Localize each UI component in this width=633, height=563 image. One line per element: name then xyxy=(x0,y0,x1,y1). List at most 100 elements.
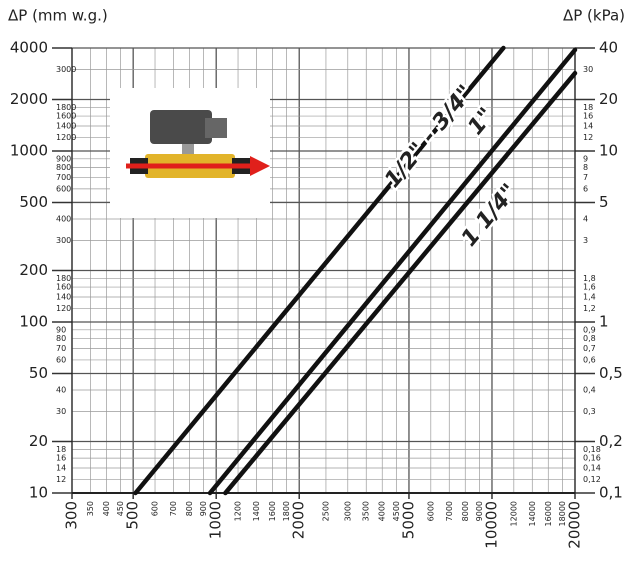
x-minor-tick-label: 1400 xyxy=(252,501,261,521)
y-minor-tick-label: 16 xyxy=(56,454,66,463)
x-minor-tick-label: 700 xyxy=(169,501,178,516)
x-minor-tick-label: 14000 xyxy=(528,501,537,526)
x-minor-tick-label: 3000 xyxy=(343,501,352,521)
x-minor-tick-label: 400 xyxy=(102,501,111,516)
y2-minor-tick-label: 6 xyxy=(583,184,588,193)
series-line xyxy=(133,45,506,496)
series-label: 1" xyxy=(463,103,499,140)
y2-minor-tick-label: 16 xyxy=(583,112,593,121)
y-minor-tick-label: 80 xyxy=(56,334,66,343)
y-tick-label: 10 xyxy=(29,484,48,502)
x-minor-tick-label: 4000 xyxy=(378,501,387,521)
y-minor-tick-label: 1600 xyxy=(56,112,76,121)
y2-minor-tick-label: 0,3 xyxy=(583,407,596,416)
y2-minor-tick-label: 3 xyxy=(583,236,588,245)
y2-axis-label: ΔP (kPa) xyxy=(563,7,625,25)
x-minor-tick-label: 350 xyxy=(86,501,95,516)
x-minor-tick-label: 6000 xyxy=(426,501,435,521)
y2-minor-tick-label: 12 xyxy=(583,133,593,142)
y-minor-tick-label: 90 xyxy=(56,325,66,334)
y2-tick-label: 20 xyxy=(599,90,618,108)
y-tick-label: 100 xyxy=(19,312,48,330)
y-minor-tick-label: 300 xyxy=(56,236,71,245)
y2-minor-tick-label: 9 xyxy=(583,154,588,163)
flow-arrow-head xyxy=(250,156,270,176)
y2-tick-label: 0,5 xyxy=(599,364,623,382)
y-minor-tick-label: 3000 xyxy=(56,65,76,74)
y-minor-tick-label: 30 xyxy=(56,407,66,416)
y-minor-tick-label: 12 xyxy=(56,475,66,484)
y-minor-tick-label: 60 xyxy=(56,355,66,364)
y-minor-tick-label: 1400 xyxy=(56,121,76,130)
x-minor-tick-label: 450 xyxy=(116,501,125,516)
y-tick-label: 200 xyxy=(19,261,48,279)
y2-tick-label: 0,1 xyxy=(599,484,623,502)
y-minor-tick-label: 70 xyxy=(56,344,66,353)
y-minor-tick-label: 40 xyxy=(56,386,66,395)
y2-minor-tick-label: 1,8 xyxy=(583,274,596,283)
y2-tick-label: 1 xyxy=(599,312,609,330)
y2-minor-tick-label: 1,4 xyxy=(583,292,596,301)
y2-minor-tick-label: 8 xyxy=(583,163,588,172)
y2-minor-tick-label: 0,12 xyxy=(583,475,601,484)
y-minor-tick-label: 900 xyxy=(56,154,71,163)
y-minor-tick-label: 400 xyxy=(56,215,71,224)
y2-minor-tick-label: 14 xyxy=(583,121,593,130)
y-minor-tick-label: 700 xyxy=(56,173,71,182)
x-minor-tick-label: 12000 xyxy=(509,501,518,526)
y2-minor-tick-label: 1,6 xyxy=(583,283,596,292)
stem xyxy=(182,144,194,154)
x-minor-tick-label: 18000 xyxy=(558,501,567,526)
x-minor-tick-label: 800 xyxy=(185,501,194,516)
y-tick-label: 50 xyxy=(29,364,48,382)
y-axis-label: ΔP (mm w.g.) xyxy=(8,7,108,25)
y2-minor-tick-label: 0,6 xyxy=(583,355,596,364)
x-minor-tick-label: 2500 xyxy=(321,501,330,521)
x-minor-tick-label: 9000 xyxy=(475,501,484,521)
y-minor-tick-label: 14 xyxy=(56,464,66,473)
y2-tick-label: 10 xyxy=(599,141,618,159)
y2-minor-tick-label: 0,14 xyxy=(583,464,601,473)
x-tick-label: 1000 xyxy=(207,501,225,539)
y-minor-tick-label: 18 xyxy=(56,445,66,454)
y-minor-tick-label: 800 xyxy=(56,163,71,172)
y2-tick-label: 5 xyxy=(599,193,609,211)
y-tick-label: 20 xyxy=(29,432,48,450)
y2-minor-tick-label: 0,16 xyxy=(583,454,601,463)
y2-minor-tick-label: 0,8 xyxy=(583,334,596,343)
y-minor-tick-label: 180 xyxy=(56,274,71,283)
actuator xyxy=(150,110,212,144)
y-tick-label: 500 xyxy=(19,193,48,211)
y2-tick-label: 40 xyxy=(599,39,618,57)
y2-minor-tick-label: 30 xyxy=(583,65,593,74)
y-minor-tick-label: 120 xyxy=(56,304,71,313)
y-minor-tick-label: 1200 xyxy=(56,133,76,142)
x-tick-label: 2000 xyxy=(290,501,308,539)
y2-minor-tick-label: 18 xyxy=(583,103,593,112)
x-minor-tick-label: 1200 xyxy=(234,501,243,521)
y-minor-tick-label: 600 xyxy=(56,184,71,193)
y2-minor-tick-label: 7 xyxy=(583,173,588,182)
y2-minor-tick-label: 0,4 xyxy=(583,386,596,395)
y2-minor-tick-label: 0,9 xyxy=(583,325,596,334)
valve-illustration xyxy=(110,88,270,218)
x-minor-tick-label: 600 xyxy=(151,501,160,516)
y2-minor-tick-label: 0,18 xyxy=(583,445,601,454)
x-tick-label: 5000 xyxy=(399,501,417,539)
y2-minor-tick-label: 1,2 xyxy=(583,304,596,313)
series-line xyxy=(223,70,578,496)
y-minor-tick-label: 140 xyxy=(56,292,71,301)
x-minor-tick-label: 1800 xyxy=(282,501,291,521)
y-tick-label: 2000 xyxy=(10,90,48,108)
x-minor-tick-label: 16000 xyxy=(544,501,553,526)
x-tick-label: 300 xyxy=(63,501,81,530)
y2-minor-tick-label: 4 xyxy=(583,215,588,224)
x-tick-label: 500 xyxy=(124,501,142,530)
y2-tick-label: 0,2 xyxy=(599,432,623,450)
x-tick-label: 10000 xyxy=(482,501,500,549)
x-minor-tick-label: 4500 xyxy=(392,501,401,521)
y-tick-label: 4000 xyxy=(10,39,48,57)
x-minor-tick-label: 8000 xyxy=(461,501,470,521)
